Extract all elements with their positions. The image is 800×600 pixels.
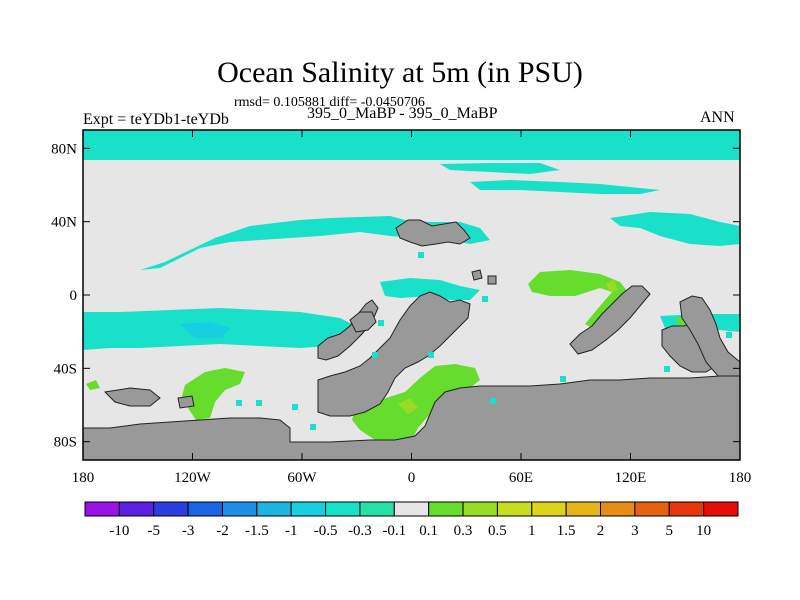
x-tick-label: 60W [287, 470, 317, 486]
colorbar-label: -5 [147, 523, 160, 539]
cell [418, 252, 424, 258]
north-atlantic-patch [470, 180, 660, 194]
colorbar-box [187, 501, 223, 517]
cell [372, 352, 378, 358]
colorbar-box [359, 501, 395, 517]
cell [482, 296, 488, 302]
y-tick-label: 40S [54, 361, 77, 377]
colorbar-label: 0.5 [488, 523, 507, 539]
cell [310, 424, 316, 430]
colorbar-box [531, 501, 567, 517]
small-anomaly-cells [236, 252, 732, 430]
colorbar-label: -1.5 [245, 523, 269, 539]
colorbar-label: 0.1 [419, 523, 438, 539]
cell [256, 400, 262, 406]
period-label: 395_0_MaBP - 395_0_MaBP [307, 105, 498, 122]
colorbar-box [256, 501, 292, 517]
colorbar-box [325, 501, 361, 517]
colorbar-label: -0.5 [314, 523, 338, 539]
antarctic-peninsula [103, 387, 161, 407]
cell [236, 400, 242, 406]
colorbar-box [118, 501, 155, 517]
land-masses [83, 219, 740, 460]
colorbar-label: 0.3 [454, 523, 473, 539]
saltier-mid-anomalies [398, 280, 618, 414]
colorbar-box [600, 501, 636, 517]
colorbar-label: -0.3 [348, 523, 372, 539]
y-axis: 80N 40N 0 40S 80S [51, 141, 740, 451]
x-tick-label: 120E [615, 470, 647, 486]
cell [292, 404, 298, 410]
cell [378, 320, 384, 326]
colorbar: -10 -5 -3 -2 -1.5 -1 -0.5 -0.3 -0.1 0.1 0.3 0.5 1 1.5… [84, 501, 739, 539]
colorbar-box [634, 501, 670, 517]
colorbar-label: 1.5 [557, 523, 576, 539]
colorbar-box [84, 501, 120, 517]
colorbar-label: -3 [182, 523, 195, 539]
chart-title: Ocean Salinity at 5m (in PSU) [217, 56, 583, 89]
colorbar-label: -2 [216, 523, 229, 539]
equatorial-patch [380, 278, 480, 300]
east-asia-column [679, 295, 740, 377]
colorbar-box [703, 501, 739, 517]
x-tick-label: 0 [408, 470, 416, 486]
colorbar-label: 5 [666, 523, 674, 539]
y-tick-label: 0 [70, 288, 78, 304]
arctic-lobe [440, 163, 560, 174]
colorbar-box [462, 501, 498, 517]
cell [428, 352, 434, 358]
colorbar-label: 1 [528, 523, 536, 539]
small-island-b [487, 275, 497, 285]
colorbar-box [428, 501, 464, 517]
season-label: ANN [700, 109, 735, 126]
indian-ocean-core [606, 280, 618, 292]
x-tick-label: 180 [729, 470, 752, 486]
colorbar-box [565, 501, 602, 517]
southwest-pacific-patch [182, 368, 245, 420]
x-axis: 180 120W 60W 0 60E 120E 180 [72, 130, 752, 486]
cell [560, 376, 566, 382]
x-tick-label: 180 [72, 470, 95, 486]
cell [726, 332, 732, 338]
experiment-label: Expt = teYDb1-teYDb [83, 111, 229, 128]
small-island-a [471, 269, 483, 281]
africa [569, 285, 651, 355]
y-tick-label: 40N [51, 215, 77, 231]
south-america [317, 291, 471, 417]
colorbar-box [290, 501, 327, 517]
antarctica [83, 375, 740, 460]
colorbar-box [668, 501, 705, 517]
y-tick-label: 80S [54, 435, 77, 451]
cell [490, 398, 496, 404]
colorbar-box [221, 501, 258, 517]
colorbar-label: -1 [285, 523, 298, 539]
colorbar-box [153, 501, 189, 517]
south-pacific-core [180, 322, 230, 338]
south-atlantic-patch [352, 364, 480, 444]
southern-island [177, 395, 195, 409]
southern-tip [349, 311, 377, 333]
colorbar-label: 2 [597, 523, 605, 539]
y-tick-label: 80N [51, 141, 77, 157]
south-atlantic-core [398, 398, 418, 414]
x-tick-label: 120W [174, 470, 212, 486]
colorbar-box [496, 501, 533, 517]
colorbar-label: 3 [631, 523, 639, 539]
north-atlantic-land [395, 219, 471, 247]
north-indian-patch [610, 212, 740, 246]
fresher-mid-anomalies [180, 322, 230, 338]
colorbar-label: -10 [109, 523, 129, 539]
colorbar-label: -0.1 [382, 523, 406, 539]
southern-small-patch [86, 380, 100, 390]
colorbar-box [393, 501, 430, 517]
cell [664, 366, 670, 372]
colorbar-label: 10 [696, 523, 711, 539]
chart-subtitle: rmsd= 0.105881 diff= -0.0450706 [234, 95, 425, 110]
x-tick-label: 60E [509, 470, 533, 486]
